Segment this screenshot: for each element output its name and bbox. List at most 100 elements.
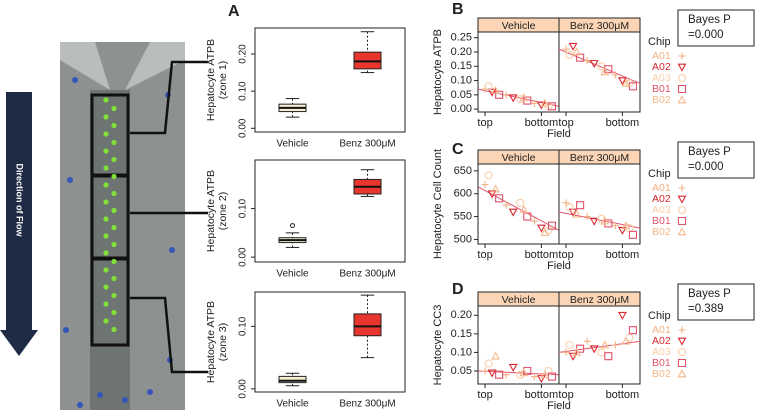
y-tick-label: 0.00: [238, 379, 249, 399]
x-tick-label: bottom: [606, 249, 640, 261]
trend-line: [558, 340, 641, 353]
point: [583, 337, 591, 345]
legend-marker: [677, 195, 687, 204]
y-tick-label: 0.10: [238, 81, 249, 101]
point: [502, 371, 510, 379]
x-tick-label: bottom: [525, 389, 559, 401]
legend-marker: [678, 326, 686, 334]
connector: [130, 60, 208, 135]
cell-dot: [103, 148, 109, 154]
y-tick-label: 0.05: [451, 365, 472, 377]
point: [487, 369, 497, 378]
point: [611, 71, 619, 79]
cell-dot: [103, 284, 109, 290]
point: [519, 93, 529, 102]
legend-label: A01: [652, 50, 671, 62]
y-tick-label: 550: [454, 210, 472, 222]
y-tick-label: 0.20: [451, 46, 472, 58]
y-tick-label: 0.10: [238, 316, 249, 336]
legend-marker: [677, 337, 687, 346]
point: [495, 194, 504, 203]
point: [530, 217, 538, 225]
legend-marker: [677, 73, 687, 83]
legend-marker: [678, 184, 686, 192]
y-tick-label: 0.20: [238, 44, 249, 64]
annotation-box: [677, 141, 755, 179]
trend-line: [558, 48, 641, 84]
cell-dot: [111, 224, 117, 231]
plot-frame: [254, 159, 406, 263]
box: [353, 313, 382, 337]
cell-dot: [103, 267, 109, 273]
y-tick-label: 500: [454, 233, 472, 245]
legend-marker: [677, 84, 687, 94]
y-axis-label: Hepatocyte ATPB: [432, 29, 444, 115]
panel-label: A: [228, 3, 240, 20]
strip-label: Vehicle: [502, 294, 536, 306]
legend-marker: [677, 369, 687, 378]
point: [600, 340, 610, 349]
point: [508, 94, 518, 103]
point: [502, 91, 510, 99]
x-axis-label: Field: [547, 400, 571, 412]
cell-dot: [111, 156, 117, 163]
legend-marker: [677, 205, 687, 215]
x-tick-label: top: [477, 389, 492, 401]
legend-label: A01: [652, 182, 671, 194]
point: [621, 78, 631, 87]
flow-label: Direction of Flow: [15, 164, 25, 238]
cell-dot: [111, 122, 117, 129]
flow-arrow-shaft: [6, 92, 32, 332]
annotation: Bayes P: [688, 288, 731, 300]
image-dot: [72, 77, 78, 83]
channel: [90, 90, 130, 410]
legend-label: B02: [652, 226, 671, 238]
panel-frame: [558, 31, 641, 113]
legend-title: Chip: [648, 168, 671, 180]
y-tick-label: 0.00: [238, 118, 249, 138]
y-axis-label: Hepatocyte ATPB: [205, 301, 217, 383]
x-tick-label: Benz 300μM: [339, 399, 395, 410]
x-tick-label: Benz 300μM: [339, 269, 395, 280]
cell-dot: [111, 275, 117, 282]
x-tick-label: top: [558, 249, 573, 261]
cell-dot: [111, 326, 117, 333]
point: [572, 347, 582, 356]
point: [491, 85, 501, 94]
legend-label: B02: [652, 94, 671, 106]
x-tick-label: Vehicle: [276, 139, 309, 150]
cell-dot: [103, 182, 109, 188]
x-tick-label: Vehicle: [276, 399, 309, 410]
y-tick-label: 0.10: [451, 346, 472, 358]
panel-frame: [558, 305, 641, 385]
point: [536, 224, 546, 233]
x-tick-label: Vehicle: [276, 269, 309, 280]
cell-dots: [63, 77, 175, 408]
point: [519, 205, 529, 214]
y-tick-label: 0.10: [238, 198, 249, 218]
y-tick-label: 0.05: [451, 89, 472, 101]
annotation-box: [677, 283, 755, 321]
y-axis-label: Hepatocyte ATPB: [205, 170, 217, 252]
point: [547, 102, 557, 111]
point: [628, 326, 638, 335]
point: [562, 45, 570, 53]
panel-label: C: [452, 141, 464, 158]
cell-dot: [111, 105, 117, 112]
point: [600, 216, 610, 225]
point: [544, 226, 553, 235]
image-dot: [63, 327, 69, 333]
annotation: =0.389: [688, 303, 724, 315]
cell-dot: [103, 233, 109, 239]
point: [589, 60, 599, 69]
annotation: Bayes P: [688, 14, 731, 26]
strip-label: Vehicle: [502, 152, 536, 164]
image-dot: [77, 402, 83, 408]
cell-dot: [111, 190, 117, 197]
point: [572, 209, 582, 218]
point: [547, 221, 557, 230]
point: [572, 47, 582, 56]
legend-title: Chip: [648, 310, 671, 322]
point: [481, 367, 489, 375]
